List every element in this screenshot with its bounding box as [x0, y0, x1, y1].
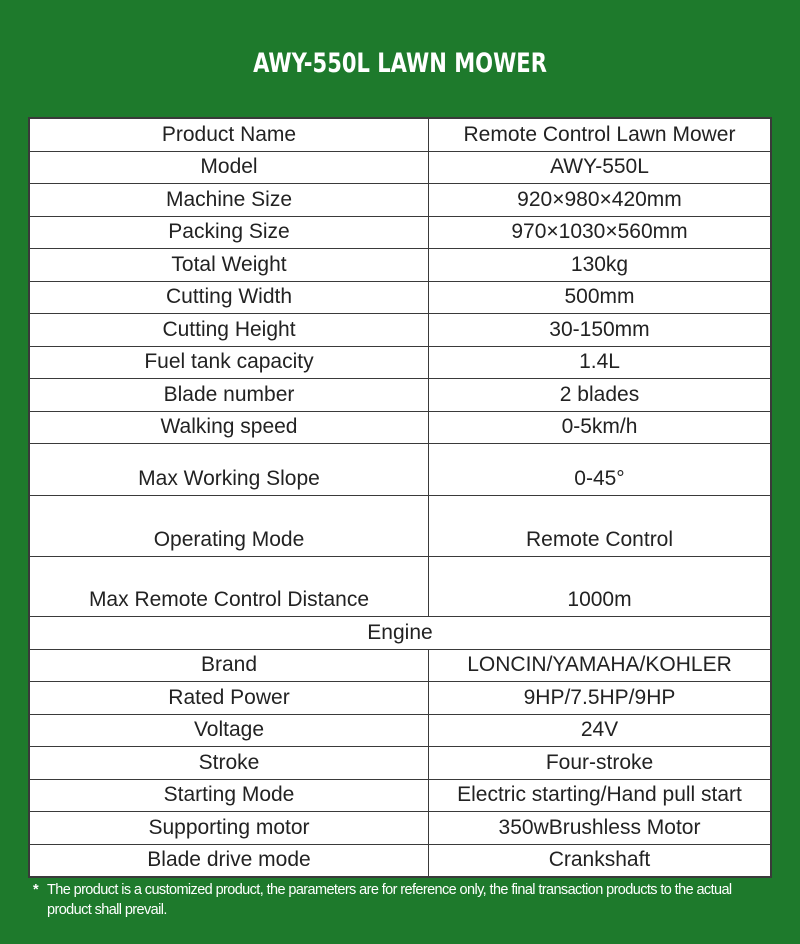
table-row: Walking speed 0-5km/h: [28, 410, 772, 444]
spec-label: Brand: [28, 648, 429, 682]
table-row: Supporting motor 350wBrushless Motor: [28, 811, 772, 845]
spec-value: 500mm: [428, 280, 772, 314]
table-row: Max Remote Control Distance 1000m: [28, 556, 772, 617]
spec-label: Model: [28, 150, 429, 184]
spec-label: Fuel tank capacity: [28, 345, 429, 379]
spec-value: Remote Control Lawn Mower: [428, 117, 772, 152]
spec-value: 350wBrushless Motor: [428, 811, 772, 845]
spec-label: Packing Size: [28, 215, 429, 249]
spec-label: Operating Mode: [28, 495, 429, 557]
spec-label: Blade number: [28, 378, 429, 412]
spec-label: Machine Size: [28, 183, 429, 217]
spec-label: Max Working Slope: [28, 443, 429, 496]
table-row: Machine Size 920×980×420mm: [28, 183, 772, 217]
table-row: Product Name Remote Control Lawn Mower: [28, 117, 772, 152]
table-row: Rated Power 9HP/7.5HP/9HP: [28, 681, 772, 715]
table-row: Voltage 24V: [28, 713, 772, 747]
spec-label: Rated Power: [28, 681, 429, 715]
spec-value: LONCIN/YAMAHA/KOHLER: [428, 648, 772, 682]
spec-label: Stroke: [28, 746, 429, 780]
spec-label: Max Remote Control Distance: [28, 556, 429, 617]
spec-value: 9HP/7.5HP/9HP: [428, 681, 772, 715]
spec-value: Remote Control: [428, 495, 772, 557]
spec-value: 1.4L: [428, 345, 772, 379]
table-row: Cutting Width 500mm: [28, 280, 772, 314]
spec-value: 0-5km/h: [428, 410, 772, 444]
spec-label: Total Weight: [28, 248, 429, 282]
footnote: * The product is a customized product, t…: [33, 880, 778, 920]
spec-label: Cutting Width: [28, 280, 429, 314]
spec-value: 0-45°: [428, 443, 772, 496]
spec-label: Voltage: [28, 713, 429, 747]
table-row: Cutting Height 30-150mm: [28, 313, 772, 347]
spec-label: Walking speed: [28, 410, 429, 444]
spec-value: 130kg: [428, 248, 772, 282]
spec-value: 30-150mm: [428, 313, 772, 347]
table-row: Total Weight 130kg: [28, 248, 772, 282]
footnote-marker: *: [33, 882, 39, 898]
table-row: Starting Mode Electric starting/Hand pull…: [28, 778, 772, 812]
engine-section-row: Engine: [28, 616, 772, 650]
table-row: Operating Mode Remote Control: [28, 495, 772, 557]
footnote-text: The product is a customized product, the…: [47, 882, 732, 918]
spec-value: Crankshaft: [428, 843, 772, 878]
spec-value: 24V: [428, 713, 772, 747]
table-row: Model AWY-550L: [28, 150, 772, 184]
table-row: Fuel tank capacity 1.4L: [28, 345, 772, 379]
spec-value: 920×980×420mm: [428, 183, 772, 217]
spec-value: 1000m: [428, 556, 772, 617]
engine-section-header: Engine: [28, 616, 772, 650]
spec-label: Product Name: [28, 117, 429, 152]
spec-value: AWY-550L: [428, 150, 772, 184]
spec-value: Electric starting/Hand pull start: [428, 778, 772, 812]
spec-label: Blade drive mode: [28, 843, 429, 878]
spec-table: Product Name Remote Control Lawn Mower Mod…: [28, 117, 772, 878]
spec-label: Starting Mode: [28, 778, 429, 812]
table-row: Packing Size 970×1030×560mm: [28, 215, 772, 249]
spec-value: 970×1030×560mm: [428, 215, 772, 249]
table-row: Stroke Four-stroke: [28, 746, 772, 780]
spec-label: Supporting motor: [28, 811, 429, 845]
spec-value: Four-stroke: [428, 746, 772, 780]
table-row: Brand LONCIN/YAMAHA/KOHLER: [28, 648, 772, 682]
spec-value: 2 blades: [428, 378, 772, 412]
table-row: Blade drive mode Crankshaft: [28, 843, 772, 878]
table-row: Max Working Slope 0-45°: [28, 443, 772, 496]
spec-label: Cutting Height: [28, 313, 429, 347]
page-title: AWY-550L LAWN MOWER: [253, 48, 547, 79]
table-row: Blade number 2 blades: [28, 378, 772, 412]
